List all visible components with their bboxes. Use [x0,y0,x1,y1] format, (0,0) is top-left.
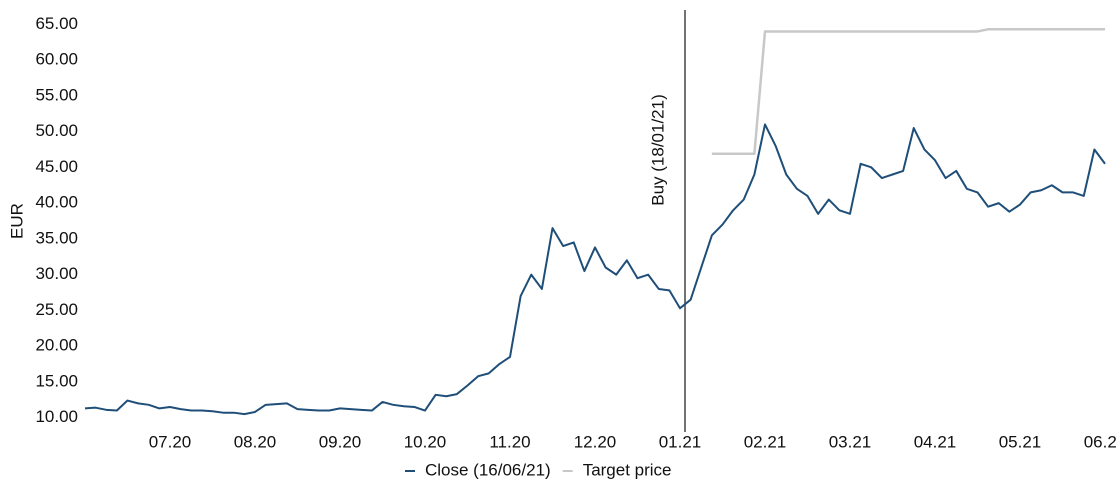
x-tick-label: 03.21 [829,432,872,451]
x-tick-label: 06.21 [1084,432,1118,451]
x-tick-label: 02.21 [744,432,787,451]
y-tick-label: 50.00 [35,121,78,140]
y-tick-label: 25.00 [35,300,78,319]
x-tick-label: 07.20 [149,432,192,451]
y-tick-label: 20.00 [35,336,78,355]
y-tick-label: 10.00 [35,407,78,426]
x-tick-label: 01.21 [659,432,702,451]
y-tick-label: 35.00 [35,228,78,247]
y-tick-label: 55.00 [35,85,78,104]
x-tick-label: 10.20 [404,432,447,451]
legend-label: Target price [583,460,672,479]
series-line [711,28,1105,156]
x-tick-label: 09.20 [319,432,362,451]
x-tick-label: 12.20 [574,432,617,451]
y-axis-label: EUR [7,203,26,239]
x-tick-label: 05.21 [999,432,1042,451]
y-tick-label: 45.00 [35,157,78,176]
y-tick-label: 30.00 [35,264,78,283]
y-tick-label: 60.00 [35,50,78,69]
y-tick-label: 15.00 [35,371,78,390]
x-tick-label: 08.20 [234,432,277,451]
legend-label: Close (16/06/21) [425,460,551,479]
y-tick-label: 40.00 [35,193,78,212]
series-line [84,123,1106,416]
x-tick-label: 11.20 [489,432,530,451]
y-tick-label: 65.00 [35,14,78,33]
x-tick-label: 04.21 [914,432,957,451]
annotation: Buy (18/01/21) [648,94,667,206]
